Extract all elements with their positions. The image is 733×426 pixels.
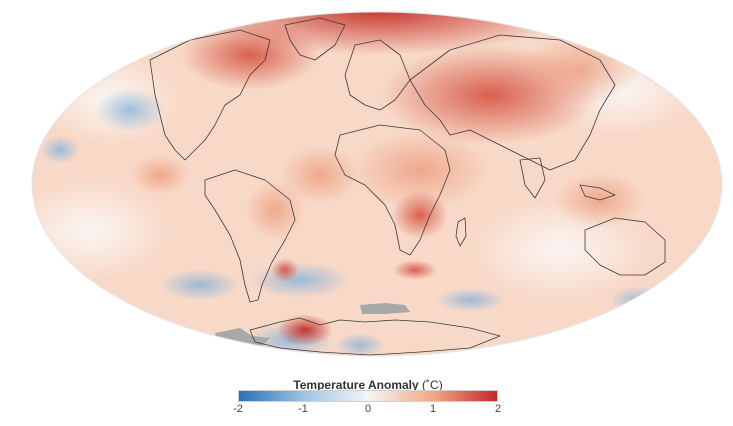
- coastlines: [149, 17, 689, 356]
- cool-patch: [250, 262, 350, 298]
- legend-color-bar: [238, 390, 498, 402]
- legend-title: Temperature Anomaly (˚C): [238, 378, 498, 392]
- coastline-indonesia: [579, 184, 616, 201]
- legend-unit: (˚C): [422, 378, 443, 392]
- legend-tick-label: -2: [233, 403, 243, 415]
- map-svg: [31, 11, 723, 357]
- legend-tick-label: -1: [298, 403, 308, 415]
- coastline-south-america: [204, 169, 296, 303]
- anomaly-field: [32, 12, 722, 356]
- no-data-region: [360, 303, 410, 314]
- legend-tick-label: 0: [364, 403, 372, 415]
- coastline-antarctica: [249, 317, 501, 356]
- coastline-europe: [344, 39, 411, 111]
- temperature-anomaly-map: [31, 11, 723, 357]
- coastline-australia: [584, 217, 666, 276]
- legend-title-text: Temperature Anomaly: [293, 378, 419, 392]
- legend: Temperature Anomaly (˚C) -2 -1 0 1 2: [233, 378, 502, 422]
- coastline-north-america: [149, 29, 271, 161]
- coastline-asia: [409, 34, 616, 171]
- coastline-africa: [334, 124, 451, 256]
- coastline-greenland: [284, 17, 346, 61]
- globe-outline: [31, 11, 723, 357]
- coastline-madagascar: [455, 217, 467, 247]
- coastline-india: [519, 157, 546, 199]
- warm-patch-antarctic-peninsula: [277, 314, 333, 346]
- coastline-new-zealand: [675, 269, 689, 293]
- legend-tick-label: 2: [494, 403, 502, 415]
- legend-tick-label: 1: [429, 403, 437, 415]
- cool-patch: [95, 88, 165, 132]
